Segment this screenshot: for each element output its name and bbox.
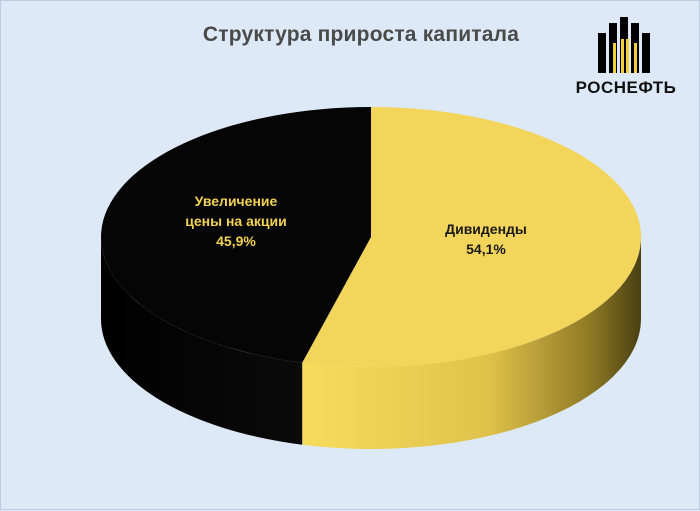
slice-label-growth-line2: цены на акции [185,213,287,229]
pie-slice-price-growth [100,107,371,363]
pie-side-dividends [302,237,641,450]
rosneft-wordmark: РОСНЕФТЬ [575,78,677,97]
slice-label-growth-line1: Увеличение [194,193,278,209]
rosneft-logo: РОСНЕФТЬ [561,15,691,105]
slice-label-dividends: Дивиденды [445,221,527,237]
chart-title: Структура прироста капитала [202,23,520,46]
rosneft-emblem-icon [598,17,650,73]
data-label-dividends: Дивиденды 54,1% [421,219,551,259]
slice-value-growth: 45,9% [216,233,256,249]
pie-slice-dividends [302,107,641,367]
data-label-price-growth: Увеличение цены на акции 45,9% [151,191,321,251]
pie-side-price-growth [101,237,303,445]
slice-value-dividends: 54,1% [466,241,506,257]
